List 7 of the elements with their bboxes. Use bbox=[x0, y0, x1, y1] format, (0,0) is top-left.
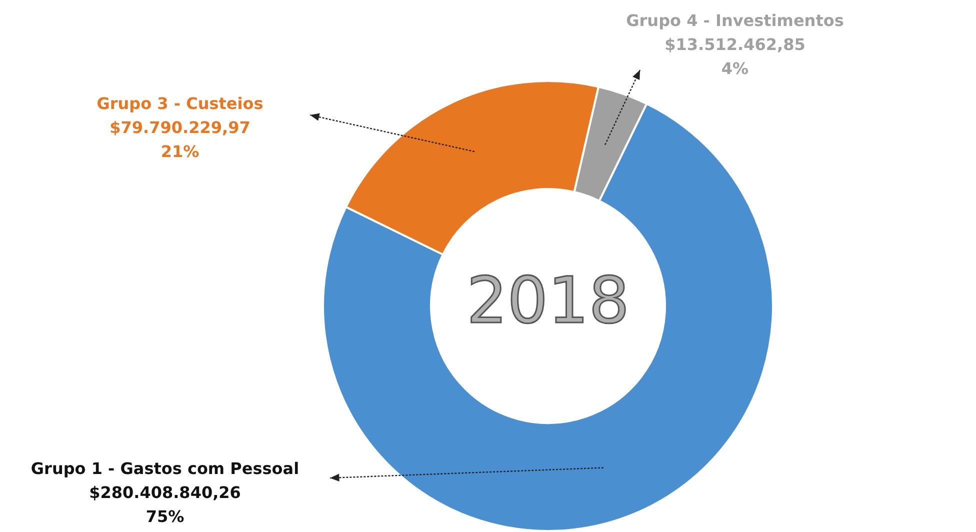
slice-label: Grupo 4 - Investimentos bbox=[626, 11, 844, 30]
text: 2018 bbox=[466, 264, 630, 339]
data-label: $13.512.462,85 4% bbox=[664, 35, 806, 78]
data-label: $280.408.840,26 75% bbox=[89, 483, 241, 526]
data-label: $79.790.229,97 21% bbox=[110, 118, 250, 162]
slice-label: Grupo 3 - Custeios bbox=[96, 94, 264, 114]
slice-label: Grupo 1 - Gastos com Pessoal bbox=[30, 459, 300, 478]
